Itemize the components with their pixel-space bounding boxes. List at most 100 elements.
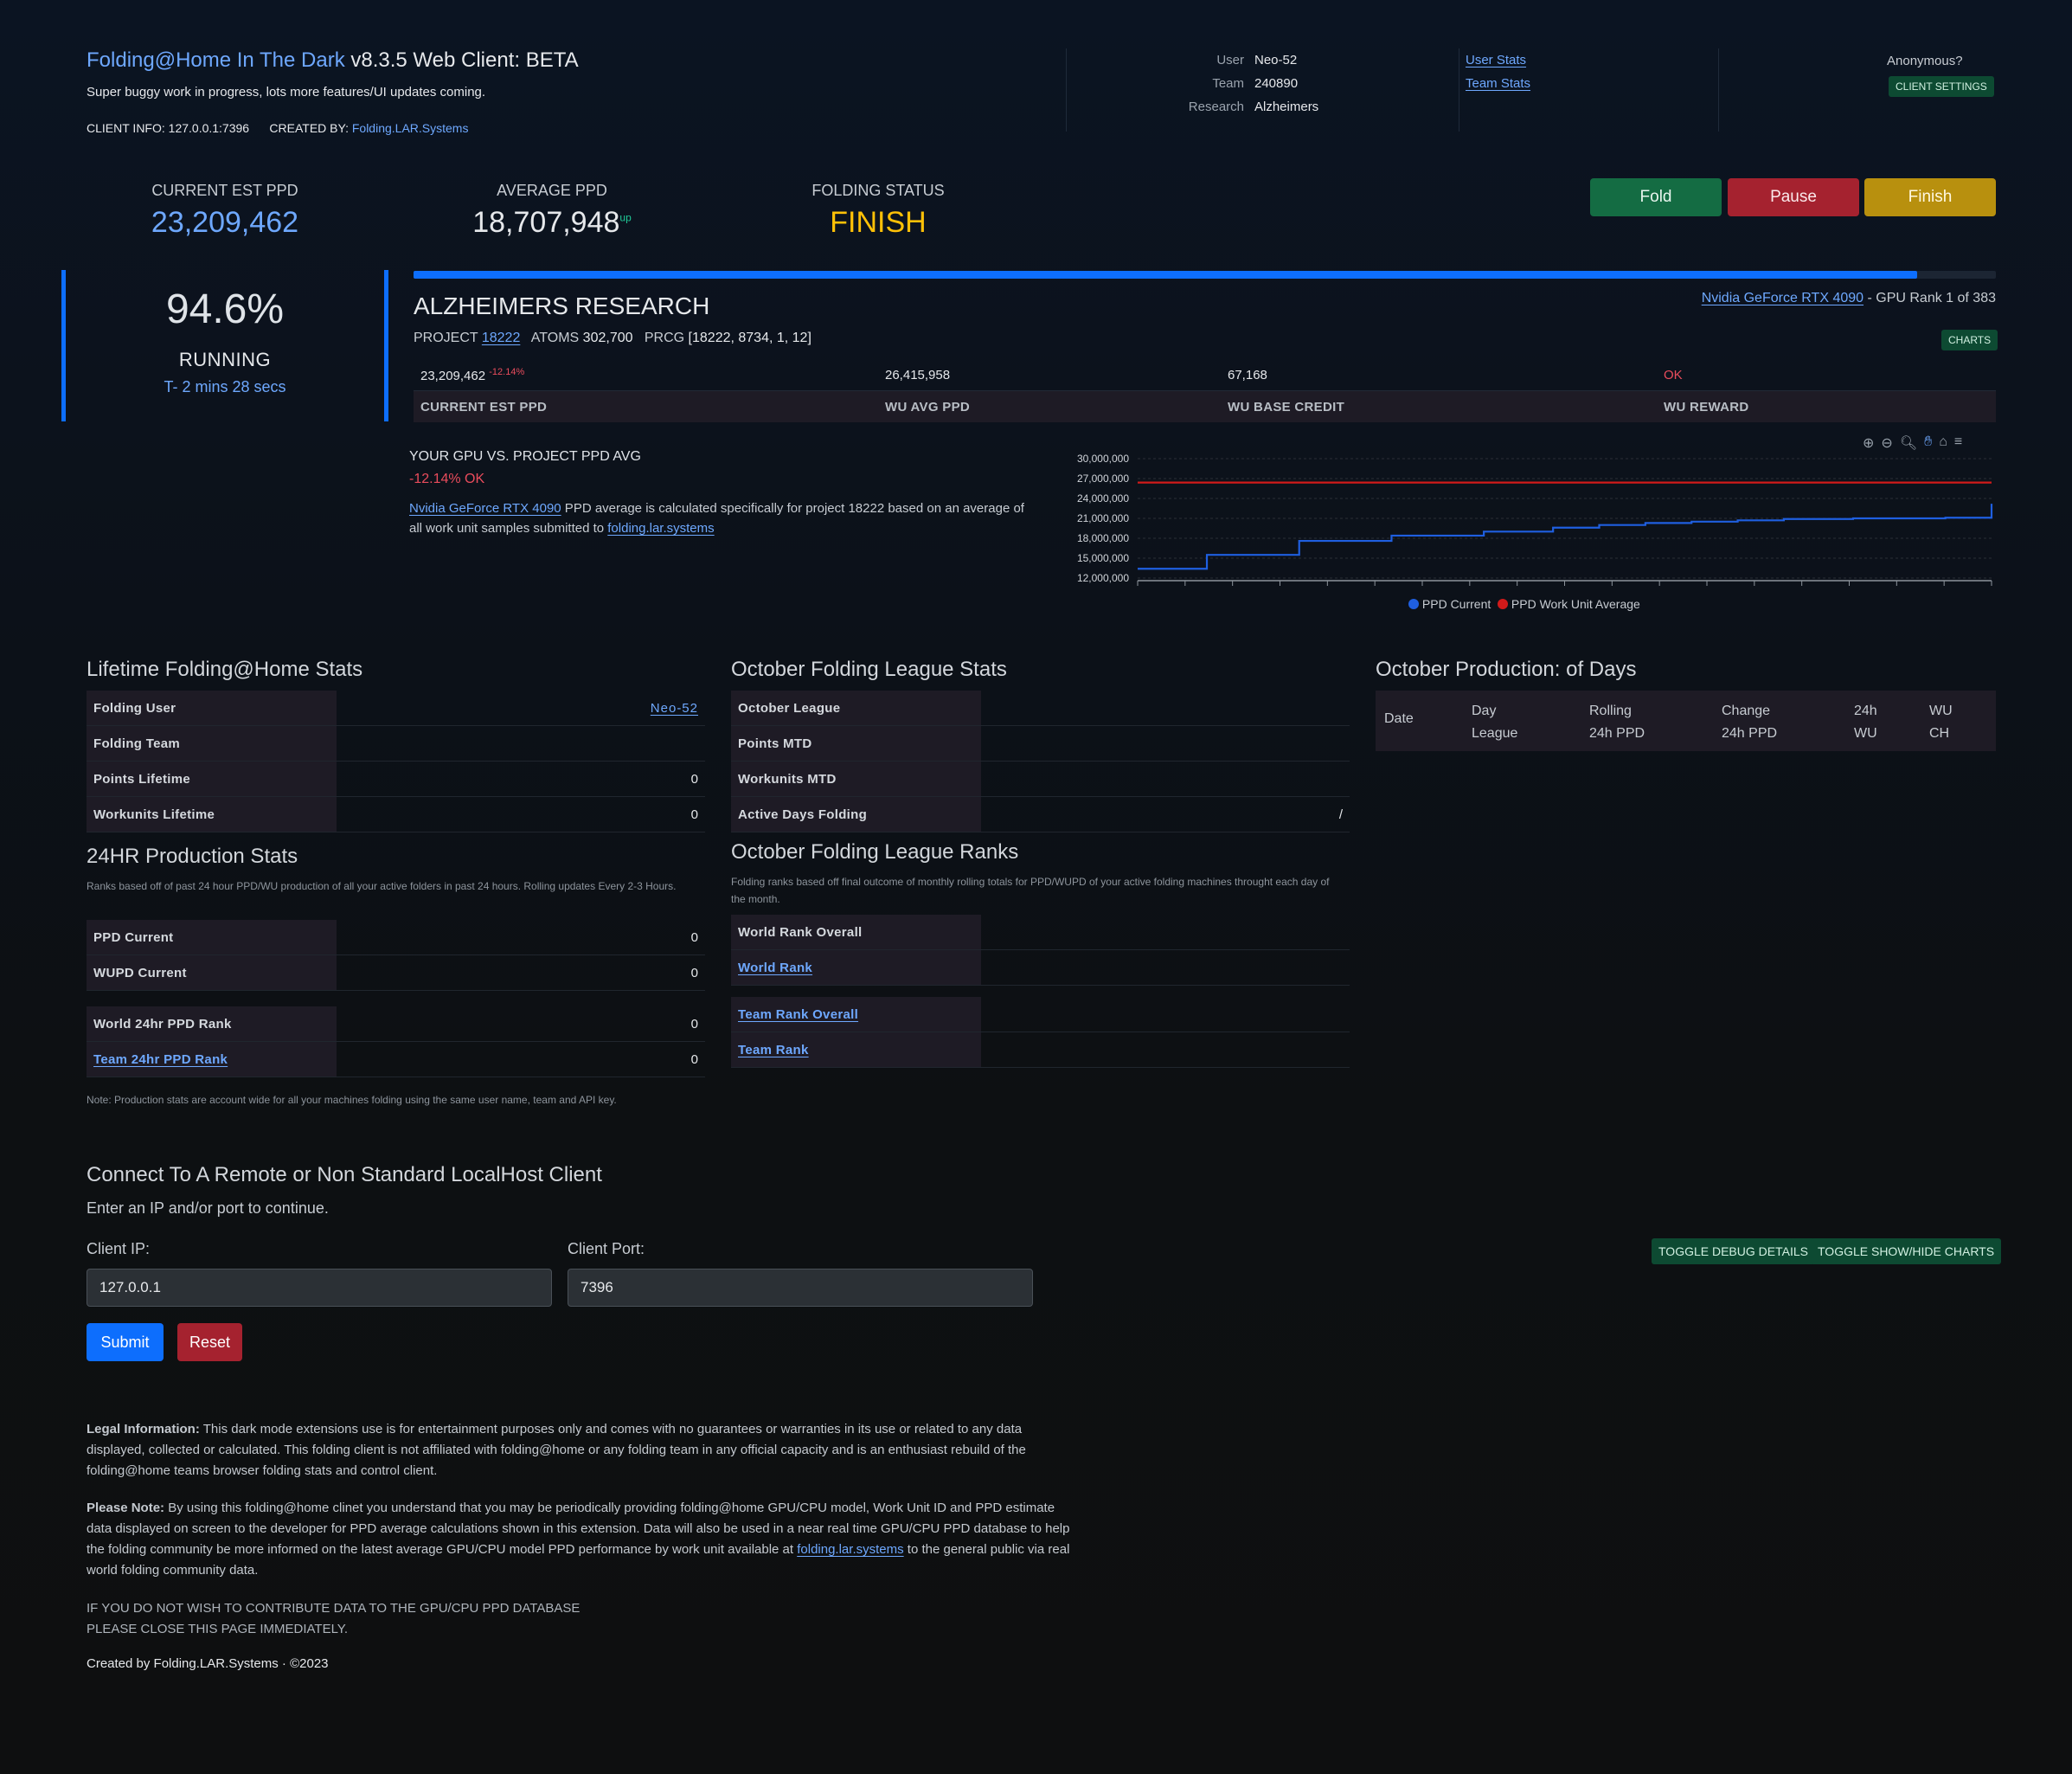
atoms-value: 302,700	[582, 331, 633, 345]
world-rank-link[interactable]: World Rank	[738, 960, 813, 975]
magnifier-icon[interactable]: 🔍︎	[1899, 436, 1918, 451]
league-table: October League Points MTD Workunits MTD …	[731, 691, 1350, 832]
client-ip-label: Client IP:	[87, 1240, 151, 1257]
note-link[interactable]: folding.lar.systems	[797, 1542, 904, 1557]
wu-avg-ppd: 26,415,958	[878, 359, 1221, 391]
progress-eta: T- 2 mins 28 secs	[164, 378, 286, 395]
atoms-label: ATOMS	[530, 331, 580, 345]
stat-value: 0	[337, 761, 705, 797]
client-port-input[interactable]	[568, 1269, 1033, 1307]
client-ip-input[interactable]	[87, 1269, 552, 1307]
warning: IF YOU DO NOT WISH TO CONTRIBUTE DATA TO…	[87, 1598, 580, 1640]
project-link[interactable]: 18222	[481, 331, 521, 345]
stat-key: WUPD Current	[87, 954, 337, 991]
research-value: Alzheimers	[1254, 100, 1319, 114]
stat-key: Folding Team	[87, 725, 337, 762]
stat-key: Workunits MTD	[731, 761, 981, 797]
wu-delta: -12.14%	[489, 366, 525, 377]
pan-hand-icon[interactable]: ✋︎	[1924, 434, 1933, 449]
team-rank-overall-link[interactable]: Team Rank Overall	[738, 1006, 859, 1022]
folding-status-value: FINISH	[830, 206, 927, 239]
header-divider	[1066, 48, 1067, 132]
col-header: WU CH	[1929, 704, 1953, 741]
client-settings-button[interactable]: CLIENT SETTINGS	[1889, 76, 1994, 97]
team-24hr-rank-link[interactable]: Team 24hr PPD Rank	[93, 1051, 228, 1067]
submit-button[interactable]: Submit	[87, 1323, 164, 1361]
stat-key: October League	[731, 691, 981, 726]
stat-value	[981, 725, 1350, 762]
table-row: World 24hr PPD Rank 0	[87, 1006, 705, 1042]
prcg-label: PRCG	[644, 331, 685, 345]
user-stats-link[interactable]: User Stats	[1466, 53, 1527, 67]
home-icon[interactable]: ⌂	[1939, 434, 1947, 449]
user-label: User	[1216, 53, 1244, 67]
fold-button[interactable]: Fold	[1590, 178, 1722, 216]
zoom-out-icon[interactable]: ⊖	[1881, 436, 1893, 451]
legend-label[interactable]: PPD Work Unit Average	[1511, 597, 1640, 611]
comparison-site-link[interactable]: folding.lar.systems	[607, 521, 715, 536]
table-row: Points Lifetime 0	[87, 761, 705, 797]
table-row: Workunits MTD	[731, 761, 1350, 797]
finish-button[interactable]: Finish	[1864, 178, 1996, 216]
stat-key: Folding User	[87, 691, 337, 726]
app-title: Folding@Home In The Dark v8.3.5 Web Clie…	[87, 48, 579, 73]
chart-toolbar: ⊕ ⊖ 🔍︎ ✋︎ ⌂ ≡	[1863, 434, 1962, 452]
toggle-debug-button[interactable]: TOGGLE DEBUG DETAILS	[1652, 1238, 1815, 1264]
research-title: ALZHEIMERS RESEARCH	[414, 292, 710, 319]
chart-legend: PPD Current PPD Work Unit Average	[1408, 597, 1640, 611]
comparison-description: Nvidia GeForce RTX 4090 PPD average is c…	[409, 498, 1032, 538]
table-row: World Rank	[731, 949, 1350, 986]
note-label: Please Note:	[87, 1501, 165, 1515]
average-ppd-value: 18,707,948	[472, 206, 620, 239]
production24-note: Ranks based off of past 24 hour PPD/WU p…	[87, 880, 677, 892]
production24-title: 24HR Production Stats	[87, 845, 298, 868]
col-header: Day League	[1472, 704, 1518, 741]
toggle-charts-button[interactable]: TOGGLE SHOW/HIDE CHARTS	[1811, 1238, 2002, 1264]
brand-link[interactable]: Folding@Home In The Dark	[87, 48, 345, 72]
table-row: Points MTD	[731, 725, 1350, 762]
user-info: User Neo-52 Team 240890 Research Alzheimers	[1123, 53, 1318, 123]
progress-accent-bar	[384, 270, 388, 421]
lifetime-table: Folding User Neo-52 Folding Team Points L…	[87, 691, 705, 832]
y-tick-label: 21,000,000	[1077, 512, 1129, 524]
table-row: Team Rank Overall	[731, 997, 1350, 1032]
col-header: Rolling 24h PPD	[1589, 704, 1645, 741]
stats-links: User Stats Team Stats	[1466, 53, 1530, 100]
comparison-title: YOUR GPU VS. PROJECT PPD AVG	[409, 449, 641, 464]
wu-header: WU BASE CREDIT	[1221, 390, 1657, 422]
table-row: WUPD Current 0	[87, 954, 705, 991]
menu-icon[interactable]: ≡	[1953, 434, 1963, 449]
charts-button[interactable]: CHARTS	[1941, 330, 1998, 350]
team-rank-link[interactable]: Team Rank	[738, 1042, 809, 1057]
header-divider	[1718, 48, 1719, 132]
created-by-link[interactable]: Folding.LAR.Systems	[351, 121, 469, 135]
table-row: Team Rank	[731, 1032, 1350, 1068]
stat-key: World 24hr PPD Rank	[87, 1006, 337, 1042]
league-title: October Folding League Stats	[731, 658, 1007, 681]
client-info-label: CLIENT INFO:	[87, 121, 165, 135]
team-label: Team	[1212, 76, 1244, 91]
gpu-rank: Nvidia GeForce RTX 4090 - GPU Rank 1 of …	[1702, 291, 1996, 306]
pause-button[interactable]: Pause	[1728, 178, 1859, 216]
stat-value: 0	[337, 954, 705, 991]
anonymous-text: Anonymous?	[1887, 54, 1963, 68]
legend-label[interactable]: PPD Current	[1421, 597, 1491, 611]
lifetime-title: Lifetime Folding@Home Stats	[87, 658, 363, 681]
reset-button[interactable]: Reset	[177, 1323, 242, 1361]
league-ranks-note: Folding ranks based off final outcome of…	[731, 876, 1330, 905]
legal-label: Legal Information:	[87, 1422, 200, 1437]
comparison-gpu-link[interactable]: Nvidia GeForce RTX 4090	[409, 501, 561, 516]
folding-user-link[interactable]: Neo-52	[650, 700, 698, 716]
col-header: 24h WU	[1854, 704, 1877, 741]
legend-marker-blue	[1408, 599, 1419, 609]
production24-rank-table: World 24hr PPD Rank 0 Team 24hr PPD Rank 0	[87, 1006, 705, 1077]
team-stats-link[interactable]: Team Stats	[1466, 76, 1531, 91]
stat-value	[981, 761, 1350, 797]
production24-table: PPD Current 0 WUPD Current 0	[87, 920, 705, 991]
comparison-delta: -12.14% OK	[409, 472, 485, 486]
zoom-in-icon[interactable]: ⊕	[1863, 436, 1875, 451]
gpu-rank-text: - GPU Rank 1 of 383	[1864, 291, 1996, 305]
col-header: Date	[1384, 711, 1414, 726]
gpu-link[interactable]: Nvidia GeForce RTX 4090	[1701, 291, 1864, 305]
table-row: Active Days Folding /	[731, 796, 1350, 832]
